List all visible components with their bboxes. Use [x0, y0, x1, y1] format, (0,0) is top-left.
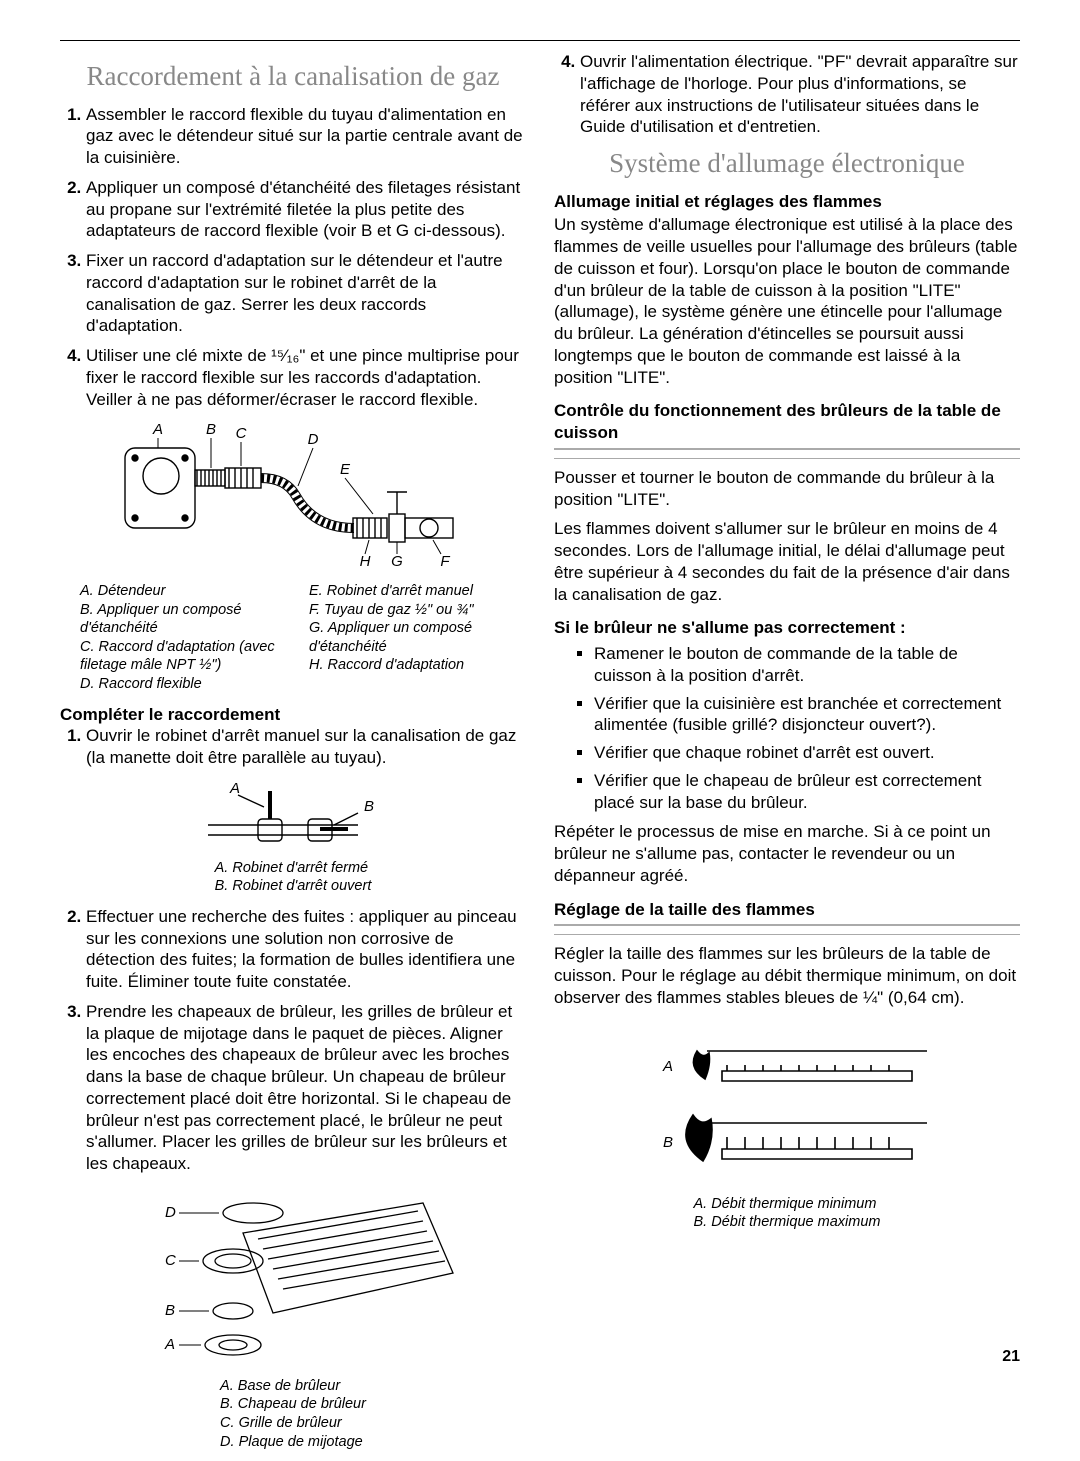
svg-text:G: G — [391, 553, 403, 570]
legend-item: D. Raccord flexible — [80, 675, 297, 694]
heading-ignition: Système d'allumage électronique — [554, 146, 1020, 181]
legend-item: B. Chapeau de brûleur — [220, 1395, 366, 1414]
step-b3: Prendre les chapeaux de brûleur, les gri… — [86, 1001, 526, 1175]
step-b2: Effectuer une recherche des fuites : app… — [86, 906, 526, 993]
heading-gas-connection: Raccordement à la canalisation de gaz — [60, 59, 526, 94]
svg-text:B: B — [206, 421, 216, 438]
bullet-item: Vérifier que la cuisinière est branchée … — [594, 693, 1020, 737]
legend-item: H. Raccord d'adaptation — [309, 656, 526, 675]
sub-flame-size: Réglage de la taille des flammes — [554, 899, 1020, 921]
page-number: 21 — [1002, 1347, 1020, 1367]
figure1-legend: A. Détendeur B. Appliquer un composé d'é… — [60, 582, 526, 693]
page-top-rule — [60, 40, 1020, 41]
figure2-legend: A. Robinet d'arrêt fermé B. Robinet d'ar… — [215, 859, 372, 896]
figure-shutoff-valve: A B — [198, 777, 388, 855]
legend-item: G. Appliquer un composé d'étanchéité — [309, 619, 526, 656]
p-ignite-time: Les flammes doivent s'allumer sur le brû… — [554, 518, 1020, 605]
p-push-turn: Pousser et tourner le bouton de commande… — [554, 467, 1020, 511]
p-repeat: Répéter le processus de mise en marche. … — [554, 821, 1020, 886]
divider — [554, 448, 1020, 450]
figure3-legend: A. Base de brûleur B. Chapeau de brûleur… — [220, 1377, 366, 1451]
troubleshoot-list: Ramener le bouton de commande de la tabl… — [554, 643, 1020, 813]
sub-initial-ignition: Allumage initial et réglages des flammes — [554, 191, 1020, 213]
bullet-item: Vérifier que le chapeau de brûleur est c… — [594, 770, 1020, 814]
svg-text:A: A — [152, 421, 163, 438]
svg-text:B: B — [165, 1302, 175, 1319]
svg-text:B: B — [663, 1134, 673, 1151]
legend-item: B. Appliquer un composé d'étanchéité — [80, 601, 297, 638]
svg-text:F: F — [440, 553, 450, 570]
legend-item: E. Robinet d'arrêt manuel — [309, 582, 526, 601]
step-a4: Utiliser une clé mixte de ¹⁵⁄₁₆" et une … — [86, 345, 526, 410]
svg-text:A: A — [662, 1058, 673, 1075]
right-column: Ouvrir l'alimentation électrique. "PF" d… — [554, 51, 1020, 1461]
legend-item: A. Détendeur — [80, 582, 297, 601]
legend-item: D. Plaque de mijotage — [220, 1433, 366, 1452]
p-ignition-desc: Un système d'allumage électronique est u… — [554, 214, 1020, 388]
svg-text:C: C — [165, 1252, 176, 1269]
legend-item: C. Raccord d'adaptation (avec filetage m… — [80, 638, 297, 675]
top-continued-step: Ouvrir l'alimentation électrique. "PF" d… — [554, 51, 1020, 138]
p-flame-size: Régler la taille des flammes sur les brû… — [554, 943, 1020, 1008]
subheading-complete: Compléter le raccordement — [60, 704, 526, 726]
divider-thin — [554, 458, 1020, 459]
complete-steps: Ouvrir le robinet d'arrêt manuel sur la … — [60, 725, 526, 769]
svg-text:A: A — [229, 780, 240, 797]
figure-flame-size: A B — [627, 1021, 947, 1191]
svg-text:C: C — [236, 425, 247, 442]
step-a4-right: Ouvrir l'alimentation électrique. "PF" d… — [580, 51, 1020, 138]
svg-text:E: E — [340, 461, 351, 478]
svg-text:D: D — [308, 431, 319, 448]
divider-thin — [554, 934, 1020, 935]
legend-item: B. Débit thermique maximum — [694, 1213, 881, 1232]
step-a3: Fixer un raccord d'adaptation sur le dét… — [86, 250, 526, 337]
left-column: Raccordement à la canalisation de gaz As… — [60, 51, 526, 1461]
figure-burner-parts: D C B A — [123, 1183, 463, 1373]
two-column-layout: Raccordement à la canalisation de gaz As… — [60, 51, 1020, 1461]
complete-steps-cont: Effectuer une recherche des fuites : app… — [60, 906, 526, 1175]
sub-if-not-ignite: Si le brûleur ne s'allume pas correcteme… — [554, 617, 1020, 639]
svg-text:B: B — [364, 798, 374, 815]
legend-item: A. Robinet d'arrêt fermé — [215, 859, 372, 878]
figure-gas-assembly: A B C D E F G H — [113, 418, 473, 578]
sub-check-burners: Contrôle du fonctionnement des brûleurs … — [554, 400, 1020, 444]
step-a1: Assembler le raccord flexible du tuyau d… — [86, 104, 526, 169]
legend-item: A. Base de brûleur — [220, 1377, 366, 1396]
legend-item: A. Débit thermique minimum — [694, 1195, 881, 1214]
step-a2: Appliquer un composé d'étanchéité des fi… — [86, 177, 526, 242]
gas-steps-list-a: Assembler le raccord flexible du tuyau d… — [60, 104, 526, 411]
bullet-item: Ramener le bouton de commande de la tabl… — [594, 643, 1020, 687]
figure4-legend: A. Débit thermique minimum B. Débit ther… — [694, 1195, 881, 1232]
legend-item: C. Grille de brûleur — [220, 1414, 366, 1433]
step-b1: Ouvrir le robinet d'arrêt manuel sur la … — [86, 725, 526, 769]
divider — [554, 924, 1020, 926]
legend-item: B. Robinet d'arrêt ouvert — [215, 877, 372, 896]
legend-item: F. Tuyau de gaz ½" ou ¾" — [309, 601, 526, 620]
svg-text:D: D — [165, 1204, 176, 1221]
svg-text:A: A — [164, 1336, 175, 1353]
bullet-item: Vérifier que chaque robinet d'arrêt est … — [594, 742, 1020, 764]
svg-text:H: H — [360, 553, 371, 570]
